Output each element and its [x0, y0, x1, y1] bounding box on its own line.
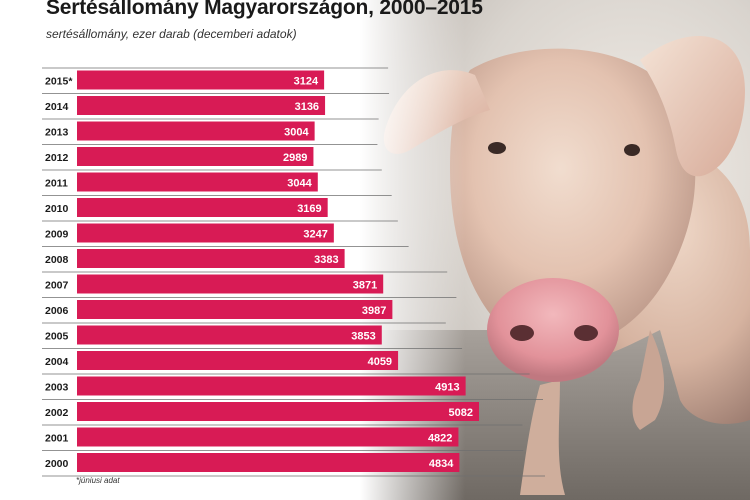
value-label: 4913 — [435, 382, 459, 394]
year-label: 2003 — [45, 382, 69, 394]
bar-2007 — [77, 274, 384, 294]
bar-2012 — [77, 147, 314, 166]
value-label: 3124 — [294, 76, 319, 88]
footnote: *júniusi adat — [76, 476, 120, 485]
bar-2009 — [77, 223, 334, 243]
year-label: 2011 — [45, 178, 68, 190]
value-label: 3169 — [297, 203, 321, 215]
year-label: 2013 — [45, 127, 69, 139]
value-label: 5082 — [449, 407, 473, 419]
value-label: 4834 — [429, 458, 454, 470]
bar-2014 — [77, 96, 326, 115]
value-label: 3853 — [351, 331, 375, 343]
value-label: 3987 — [362, 305, 386, 317]
chart-subtitle: sertésállomány, ezer darab (decemberi ad… — [46, 27, 297, 41]
bar-2001 — [77, 427, 459, 447]
year-label: 2009 — [45, 229, 69, 241]
chart-title: Sertésállomány Magyarországon, 2000–2015 — [46, 0, 483, 19]
year-label: 2006 — [45, 305, 69, 317]
year-label: 2015* — [45, 76, 73, 88]
year-label: 2004 — [45, 356, 69, 368]
value-label: 3383 — [314, 254, 338, 266]
bar-2015 — [77, 70, 325, 90]
year-label: 2005 — [45, 331, 69, 343]
year-label: 2008 — [45, 254, 69, 266]
bar-2004 — [77, 351, 399, 370]
value-label: 3871 — [353, 280, 377, 292]
year-label: 2000 — [45, 458, 69, 470]
bar-2011 — [77, 172, 318, 192]
year-label: 2012 — [45, 152, 69, 164]
year-label: 2014 — [45, 101, 69, 113]
value-label: 2989 — [283, 152, 307, 164]
year-label: 2007 — [45, 280, 69, 292]
bar-2010 — [77, 198, 328, 217]
bar-2002 — [77, 402, 479, 421]
value-label: 3247 — [303, 229, 327, 241]
value-label: 4059 — [368, 356, 392, 368]
value-label: 3136 — [295, 101, 319, 113]
bar-2005 — [77, 325, 382, 345]
value-label: 3044 — [287, 178, 312, 190]
year-label: 2002 — [45, 407, 69, 419]
bar-2000 — [77, 453, 460, 472]
bar-2003 — [77, 376, 466, 396]
year-label: 2010 — [45, 203, 69, 215]
value-label: 3004 — [284, 127, 309, 139]
bar-2013 — [77, 121, 315, 141]
bar-2006 — [77, 300, 393, 319]
year-label: 2001 — [45, 433, 69, 445]
value-label: 4822 — [428, 433, 452, 445]
bar-2008 — [77, 249, 345, 268]
